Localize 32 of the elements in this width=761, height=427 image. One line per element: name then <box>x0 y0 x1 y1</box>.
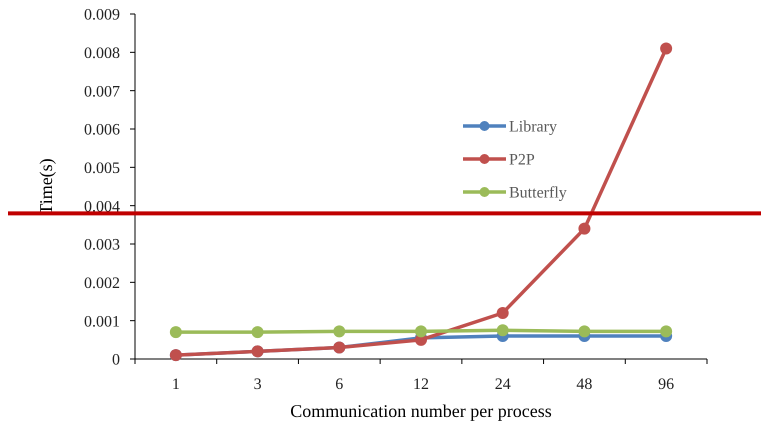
y-tick-label: 0.001 <box>84 313 120 330</box>
point <box>252 326 264 338</box>
y-tick-label: 0.008 <box>84 44 120 62</box>
y-tick-label: 0.006 <box>84 122 120 139</box>
y-tick-label: 0 <box>112 352 120 369</box>
y-tick-label: 0.009 <box>84 6 120 24</box>
legend-label: Library <box>509 118 557 136</box>
x-tick-label: 48 <box>576 376 592 393</box>
point <box>496 324 509 336</box>
point <box>170 326 182 338</box>
point <box>415 325 427 338</box>
legend-label: Butterfly <box>509 184 567 202</box>
x-tick-label: 1 <box>172 376 180 393</box>
y-tick-label: 0.002 <box>84 274 120 292</box>
x-tick-label: 12 <box>413 376 429 393</box>
point <box>660 42 672 54</box>
y-axis-title: Time(s) <box>36 158 56 215</box>
y-tick-label: 0.005 <box>84 160 120 177</box>
x-tick-label: 24 <box>494 376 511 393</box>
y-tick-label: 0.003 <box>84 236 120 254</box>
x-tick-label: 96 <box>658 376 674 393</box>
point <box>578 325 590 338</box>
point <box>660 325 672 338</box>
point <box>333 325 346 338</box>
legend-label: P2P <box>509 152 535 169</box>
point <box>578 222 590 235</box>
y-tick-label: 0.004 <box>84 198 120 216</box>
y-tick-label: 0.007 <box>84 83 120 100</box>
x-tick-label: 6 <box>335 376 344 393</box>
x-axis-title: Communication number per process <box>290 401 552 421</box>
point <box>496 307 509 319</box>
x-tick-label: 3 <box>254 376 262 393</box>
